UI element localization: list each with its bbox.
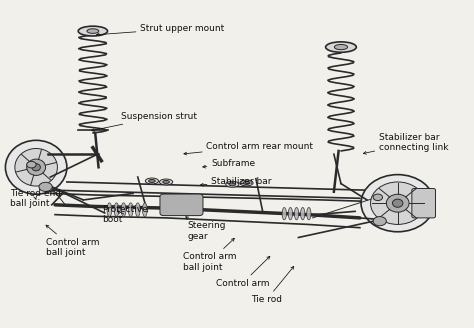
Text: Tie rod end
ball joint: Tie rod end ball joint (10, 189, 61, 208)
Ellipse shape (163, 180, 169, 183)
Text: Control arm: Control arm (216, 256, 270, 288)
Circle shape (373, 194, 383, 201)
Ellipse shape (294, 207, 299, 220)
Ellipse shape (107, 203, 112, 216)
Ellipse shape (392, 199, 403, 207)
Ellipse shape (371, 182, 425, 224)
Text: Suspension strut: Suspension strut (91, 112, 197, 132)
Text: Stabilizer bar: Stabilizer bar (201, 177, 272, 186)
Ellipse shape (288, 207, 292, 220)
Ellipse shape (240, 180, 253, 186)
Text: Tie rod: Tie rod (251, 266, 294, 304)
Text: Control arm
ball joint: Control arm ball joint (46, 225, 99, 257)
Ellipse shape (143, 203, 147, 216)
Ellipse shape (15, 149, 57, 186)
Ellipse shape (307, 207, 311, 220)
Ellipse shape (159, 179, 173, 185)
Ellipse shape (149, 179, 155, 182)
Ellipse shape (5, 140, 67, 194)
Circle shape (27, 161, 36, 168)
Ellipse shape (78, 26, 108, 36)
Circle shape (373, 216, 386, 226)
Ellipse shape (87, 29, 99, 33)
Ellipse shape (301, 207, 305, 220)
Text: Control arm rear mount: Control arm rear mount (184, 142, 313, 155)
FancyBboxPatch shape (160, 194, 203, 215)
Text: Subframe: Subframe (203, 159, 255, 169)
Ellipse shape (32, 164, 40, 171)
Ellipse shape (386, 194, 409, 212)
Text: Protective
boot: Protective boot (102, 205, 148, 224)
Ellipse shape (121, 203, 126, 216)
Ellipse shape (27, 159, 46, 175)
FancyBboxPatch shape (412, 189, 436, 218)
Ellipse shape (136, 203, 140, 216)
Ellipse shape (361, 174, 434, 232)
Text: Steering
gear: Steering gear (186, 217, 226, 241)
Ellipse shape (114, 203, 119, 216)
Ellipse shape (326, 42, 356, 52)
Ellipse shape (282, 207, 286, 220)
Ellipse shape (128, 203, 133, 216)
Ellipse shape (226, 181, 239, 187)
Text: Control arm
ball joint: Control arm ball joint (182, 238, 236, 272)
Ellipse shape (146, 178, 158, 184)
Ellipse shape (229, 183, 236, 186)
Ellipse shape (334, 45, 347, 50)
Circle shape (39, 182, 52, 192)
Text: Stabilizer bar
connecting link: Stabilizer bar connecting link (364, 133, 448, 154)
Text: Strut upper mount: Strut upper mount (97, 24, 224, 36)
Ellipse shape (243, 181, 250, 184)
